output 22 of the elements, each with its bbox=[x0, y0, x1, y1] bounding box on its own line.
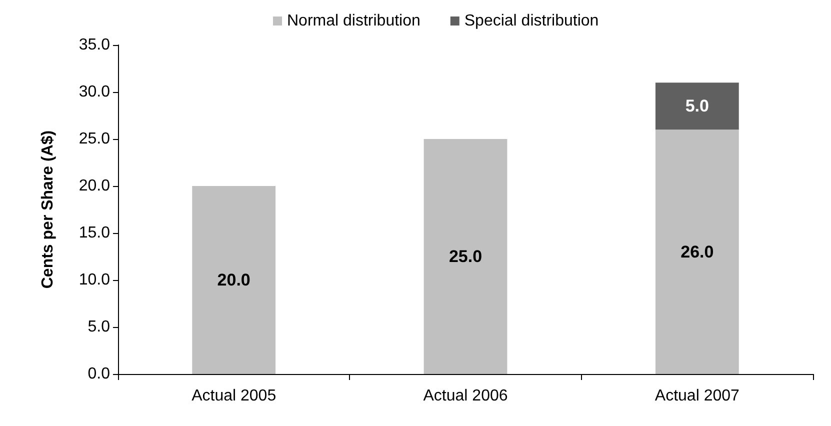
y-tick-label: 10.0 bbox=[78, 272, 110, 288]
bar bbox=[655, 82, 739, 130]
bar bbox=[655, 130, 739, 374]
x-tick-label: Actual 2006 bbox=[423, 388, 508, 404]
x-tick-label: Actual 2007 bbox=[654, 388, 740, 404]
legend-label: Normal distribution bbox=[287, 12, 420, 30]
data-label: 25.0 bbox=[448, 247, 482, 266]
data-label: 5.0 bbox=[685, 96, 709, 116]
y-tick-label: 30.0 bbox=[78, 84, 110, 100]
x-tick-label: Actual 2005 bbox=[192, 388, 276, 404]
y-tick-label: 25.0 bbox=[78, 130, 110, 148]
bar bbox=[424, 139, 508, 374]
data-label: 26.0 bbox=[680, 242, 714, 262]
y-tick-label: 20.0 bbox=[78, 178, 110, 194]
bar bbox=[192, 186, 276, 374]
y-tick-label: 0.0 bbox=[88, 366, 110, 382]
y-tick-label: 5.0 bbox=[88, 318, 110, 336]
y-tick-label: 15.0 bbox=[78, 224, 110, 242]
y-tick-label: 35.0 bbox=[78, 36, 110, 54]
data-label: 20.0 bbox=[217, 270, 250, 290]
legend-label: Special distribution bbox=[464, 12, 599, 30]
y-axis-title: Cents per Share (A$) bbox=[40, 130, 56, 289]
